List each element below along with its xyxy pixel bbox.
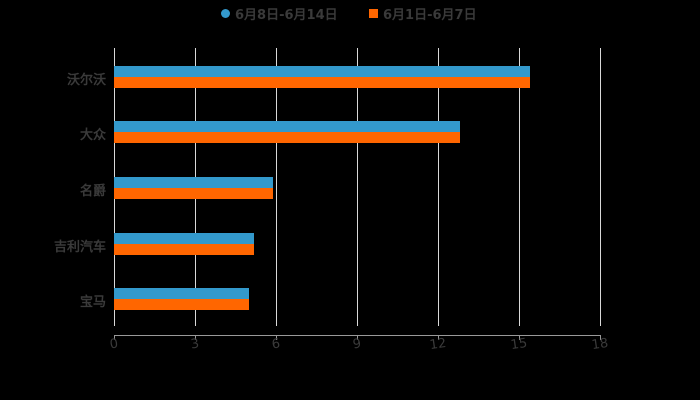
gridline <box>438 48 439 326</box>
y-category-label: 宝马 <box>80 291 106 310</box>
legend-label: 6月1日-6月7日 <box>383 4 477 23</box>
bar-series-1[interactable] <box>114 288 249 299</box>
gridline <box>276 48 277 326</box>
bar-series-1[interactable] <box>114 233 254 244</box>
bar-series-2[interactable] <box>114 244 254 255</box>
bar-series-1[interactable] <box>114 177 273 188</box>
circle-marker-icon <box>221 9 230 18</box>
gridline <box>519 48 520 326</box>
bar-series-1[interactable] <box>114 121 460 132</box>
y-category-label: 吉利汽车 <box>54 236 106 255</box>
y-category-label: 沃尔沃 <box>67 69 106 88</box>
y-category-label: 大众 <box>80 124 106 143</box>
square-marker-icon <box>369 9 378 18</box>
y-category-label: 名爵 <box>80 180 106 199</box>
x-tick-label: 15 <box>510 336 528 353</box>
chart-legend: 6月8日-6月14日 6月1日-6月7日 <box>0 4 700 24</box>
x-tick-label: 9 <box>352 336 362 352</box>
x-tick-label: 3 <box>190 336 200 352</box>
bar-series-2[interactable] <box>114 299 249 310</box>
x-axis <box>114 335 600 336</box>
x-tick-label: 12 <box>429 336 447 353</box>
bar-series-2[interactable] <box>114 77 530 88</box>
x-tick-label: 0 <box>109 336 119 352</box>
x-tick-label: 18 <box>591 336 609 353</box>
bar-series-2[interactable] <box>114 188 273 199</box>
legend-item-series-1[interactable]: 6月8日-6月14日 <box>221 4 338 23</box>
legend-label: 6月8日-6月14日 <box>235 4 338 23</box>
gridline <box>600 48 601 326</box>
x-tick-label: 6 <box>271 336 281 352</box>
legend-item-series-2[interactable]: 6月1日-6月7日 <box>369 4 477 23</box>
bar-series-2[interactable] <box>114 132 460 143</box>
bar-series-1[interactable] <box>114 66 530 77</box>
gridline <box>357 48 358 326</box>
